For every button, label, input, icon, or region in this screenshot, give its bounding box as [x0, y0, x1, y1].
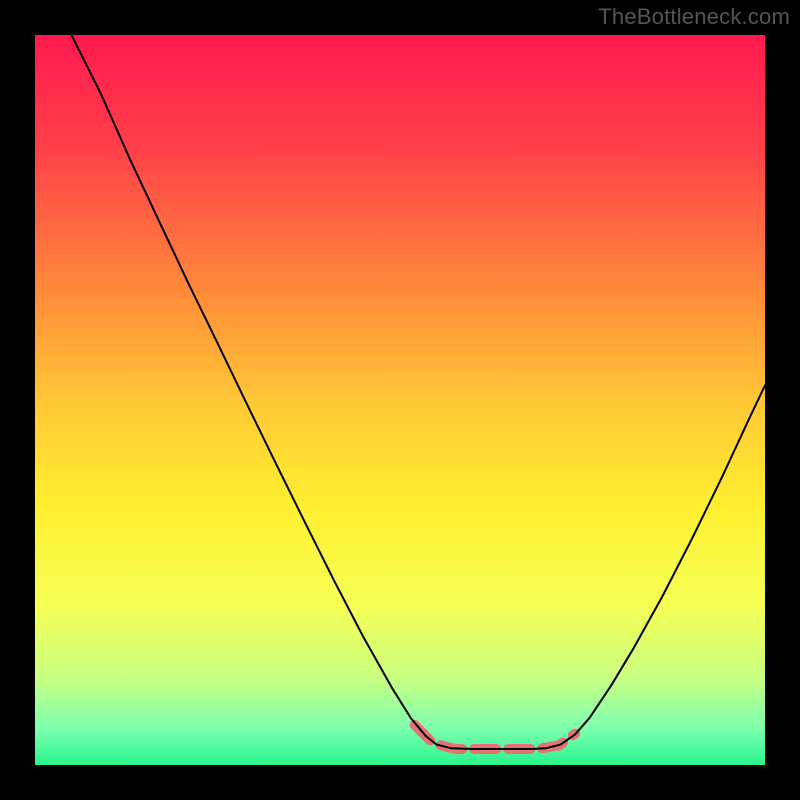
chart-plot-area — [35, 35, 765, 765]
chart-curve-layer — [35, 35, 765, 765]
watermark-text: TheBottleneck.com — [598, 4, 790, 30]
chart-bottleneck-curve — [72, 35, 766, 749]
